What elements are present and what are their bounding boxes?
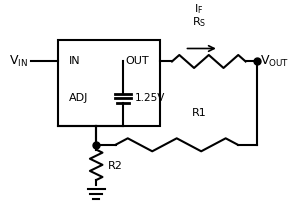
Text: V$_{\mathregular{OUT}}$: V$_{\mathregular{OUT}}$ [260,54,289,69]
Text: V$_{\mathregular{IN}}$: V$_{\mathregular{IN}}$ [9,54,28,69]
Text: R1: R1 [191,108,206,118]
Text: ADJ: ADJ [69,93,88,103]
Text: IN: IN [69,56,81,66]
Text: I$_{\mathregular{F}}$: I$_{\mathregular{F}}$ [194,3,204,16]
Text: R2: R2 [108,162,122,171]
Bar [58,40,160,126]
Text: OUT: OUT [125,56,149,66]
Text: 1.25V: 1.25V [135,93,165,103]
Text: R$_{\mathregular{S}}$: R$_{\mathregular{S}}$ [192,16,206,29]
